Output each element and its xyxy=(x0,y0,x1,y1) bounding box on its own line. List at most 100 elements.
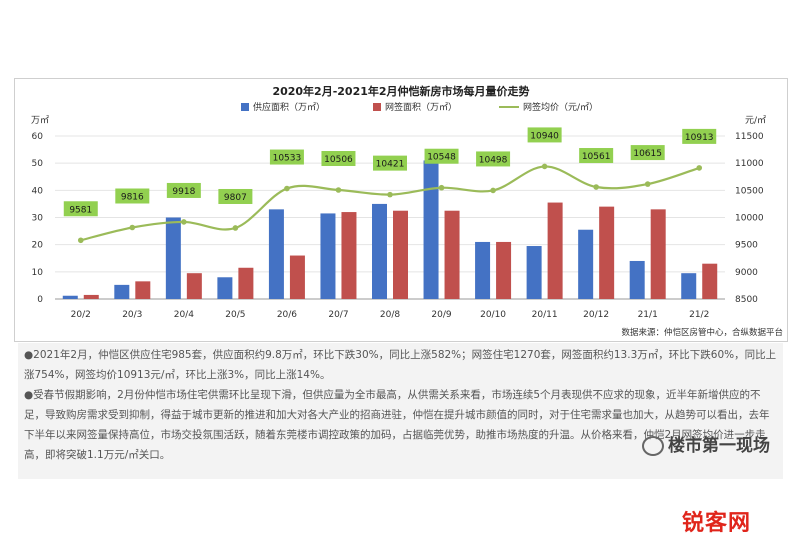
price-label-box xyxy=(269,149,304,165)
x-tick-label: 20/9 xyxy=(431,310,451,320)
price-point xyxy=(696,165,703,171)
left-tick-label: 20 xyxy=(32,241,44,251)
wechat-icon xyxy=(642,436,664,456)
price-data-label: 10548 xyxy=(427,153,456,163)
right-tick-label: 11000 xyxy=(735,159,764,169)
x-tick-label: 20/5 xyxy=(225,310,245,320)
bar-supply xyxy=(372,203,387,299)
price-data-label: 10913 xyxy=(685,133,714,143)
legend-swatch xyxy=(241,103,249,111)
price-label-box xyxy=(218,188,253,204)
bar-signed xyxy=(702,263,718,299)
bar-supply xyxy=(526,246,542,299)
badge-label: 楼市第一现场 xyxy=(668,436,770,456)
bar-signed xyxy=(599,206,615,299)
price-data-label: 10498 xyxy=(479,155,508,165)
bar-supply xyxy=(629,260,645,299)
price-point xyxy=(129,224,136,231)
legend-label: 供应面积（万㎡） xyxy=(253,101,325,113)
note-paragraph-2: ●受春节假期影响，2月份仲恺市场住宅供需环比呈现下滑，但供应量为全市最高，从供需… xyxy=(24,389,770,461)
left-axis-ticks: 0 10 20 30 40 50 60 xyxy=(32,132,44,305)
price-point xyxy=(335,187,342,193)
x-tick-label: 20/12 xyxy=(583,310,609,320)
price-point xyxy=(284,185,290,192)
price-label-box xyxy=(63,201,98,217)
right-tick-label: 9500 xyxy=(735,241,758,251)
left-axis-unit: 万㎡ xyxy=(31,115,49,126)
bar-supply xyxy=(62,295,78,299)
bar-series xyxy=(62,160,718,299)
bar-signed xyxy=(135,281,151,299)
right-axis-ticks: 8500 9000 9500 10000 10500 11000 11500 xyxy=(735,132,764,305)
price-label-box xyxy=(373,155,407,171)
bar-supply xyxy=(578,229,594,299)
price-data-label: 9816 xyxy=(121,192,144,202)
data-source: 数据来源：仲恺区房管中心，合纵数据平台 xyxy=(621,327,783,338)
x-tick-label: 21/1 xyxy=(638,310,658,320)
note-paragraph-1: ●2021年2月，仲恺区供应住宅985套，供应面积约9.8万㎡，环比下跌30%，… xyxy=(24,349,777,381)
legend-swatch xyxy=(373,103,381,111)
legend-label: 网签均价（元/㎡） xyxy=(523,101,598,113)
price-data-label: 10533 xyxy=(273,154,302,164)
bar-signed xyxy=(393,210,408,299)
price-label-box xyxy=(579,148,614,164)
account-badge: 楼市第一现场 xyxy=(642,431,770,456)
bar-signed xyxy=(496,241,512,299)
right-tick-label: 10000 xyxy=(735,214,764,224)
left-tick-label: 40 xyxy=(32,186,44,196)
bar-supply xyxy=(423,160,439,299)
price-volume-chart: 2020年2月-2021年2月仲恺新房市场每月量价走势 供应面积（万㎡） 网签面积… xyxy=(31,84,783,338)
price-point xyxy=(181,219,187,225)
price-point xyxy=(77,237,84,244)
bar-supply xyxy=(681,273,697,299)
price-label-box xyxy=(166,182,201,198)
bar-signed xyxy=(289,255,305,299)
price-label-box xyxy=(424,148,459,164)
left-tick-label: 60 xyxy=(32,132,44,142)
x-tick-label: 20/3 xyxy=(122,310,142,320)
price-data-label: 9807 xyxy=(224,193,247,203)
price-label-box xyxy=(682,128,717,144)
left-tick-label: 0 xyxy=(37,295,43,305)
bar-signed xyxy=(238,267,254,299)
x-tick-label: 20/4 xyxy=(174,310,194,320)
left-tick-label: 50 xyxy=(32,159,44,169)
price-point xyxy=(232,225,239,231)
right-tick-label: 11500 xyxy=(735,132,764,142)
price-point xyxy=(644,181,651,187)
bar-signed xyxy=(650,209,666,299)
price-label-box xyxy=(476,151,511,167)
bar-signed xyxy=(341,212,357,299)
bar-signed xyxy=(444,210,460,299)
chart-frame: 2020年2月-2021年2月仲恺新房市场每月量价走势 供应面积（万㎡） 网签面积… xyxy=(14,78,788,342)
price-label-box xyxy=(321,151,356,167)
x-tick-label: 20/6 xyxy=(277,310,297,320)
bar-signed xyxy=(547,202,563,299)
right-tick-label: 10500 xyxy=(735,186,764,196)
x-axis-ticks: 20/2 20/3 20/4 20/5 20/6 20/7 20/8 20/9 20/10 20/… xyxy=(71,310,710,320)
price-label-box xyxy=(630,145,665,161)
bar-supply xyxy=(165,217,181,299)
price-point xyxy=(541,163,548,170)
notes-panel: ●2021年2月，仲恺区供应住宅985套，供应面积约9.8万㎡，环比下跌30%，… xyxy=(18,343,783,479)
x-tick-label: 20/8 xyxy=(380,310,400,320)
price-data-label: 10506 xyxy=(324,155,353,165)
bar-supply xyxy=(475,241,491,299)
x-tick-label: 21/2 xyxy=(689,310,709,320)
bar-supply xyxy=(268,209,284,299)
price-data-label: 10615 xyxy=(633,149,662,159)
legend-label: 网签面积（万㎡） xyxy=(385,101,457,113)
price-point xyxy=(387,191,393,198)
price-data-label: 9918 xyxy=(172,187,195,197)
bar-supply xyxy=(114,284,130,299)
chart-title: 2020年2月-2021年2月仲恺新房市场每月量价走势 xyxy=(272,84,529,98)
x-tick-label: 20/11 xyxy=(532,310,558,320)
price-point xyxy=(490,187,496,194)
price-point xyxy=(593,184,599,190)
left-tick-label: 10 xyxy=(32,268,44,278)
price-point xyxy=(438,184,445,191)
price-data-label: 10940 xyxy=(530,131,559,141)
price-label-box xyxy=(115,188,150,204)
x-tick-label: 20/2 xyxy=(71,310,91,320)
bar-signed xyxy=(186,273,202,299)
